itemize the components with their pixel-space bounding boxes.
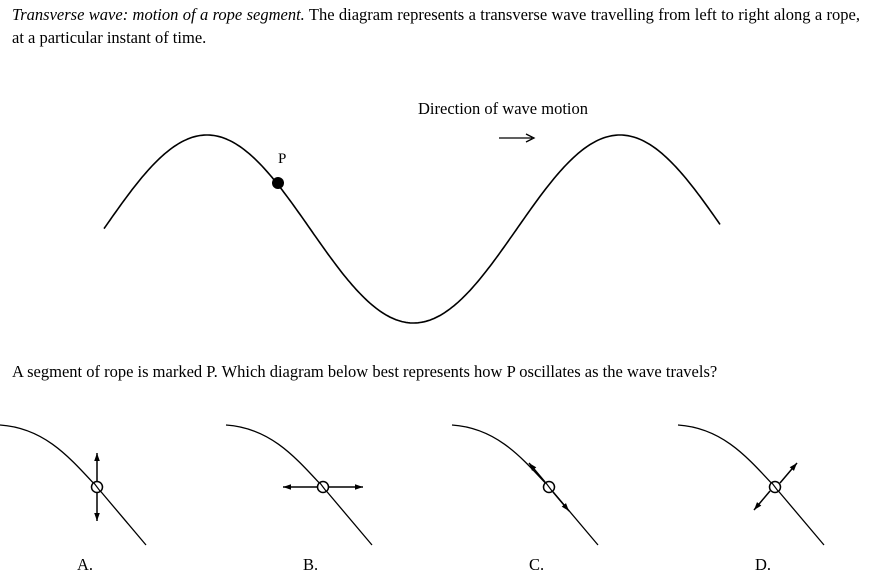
option-b[interactable]: B. (225, 424, 373, 574)
wave-curve (103, 134, 721, 324)
option-label: A. (77, 555, 93, 574)
direction-label: Direction of wave motion (418, 99, 588, 118)
direction-arrow-icon (499, 133, 536, 143)
arrow-down-left-icon (753, 490, 771, 511)
intro-text: The diagram represents a transverse wave… (12, 5, 860, 47)
rope-segment (451, 424, 599, 546)
rope-segment (677, 424, 825, 546)
arrow-up-right-icon (779, 462, 798, 484)
rope-segment (225, 424, 373, 546)
point-p-label: P (278, 151, 286, 167)
option-label: C. (529, 555, 544, 574)
point-p-marker (272, 177, 284, 189)
option-c[interactable]: C. (451, 424, 599, 574)
intro-title: Transverse wave: motion of a rope segmen… (12, 5, 305, 24)
option-a[interactable]: A. (0, 424, 147, 574)
arrow-up-icon (94, 453, 100, 481)
rope-segment (0, 424, 147, 546)
option-d[interactable]: D. (677, 424, 825, 574)
arrow-left-icon (283, 484, 317, 490)
intro-paragraph: Transverse wave: motion of a rope segmen… (12, 3, 860, 49)
arrow-up-left-icon (528, 462, 546, 483)
arrow-right-icon (329, 484, 363, 490)
question-text: A segment of rope is marked P. Which dia… (12, 362, 718, 381)
option-label: B. (303, 555, 318, 574)
arrow-down-icon (94, 493, 100, 521)
option-label: D. (755, 555, 771, 574)
arrow-down-right-icon (552, 491, 570, 512)
